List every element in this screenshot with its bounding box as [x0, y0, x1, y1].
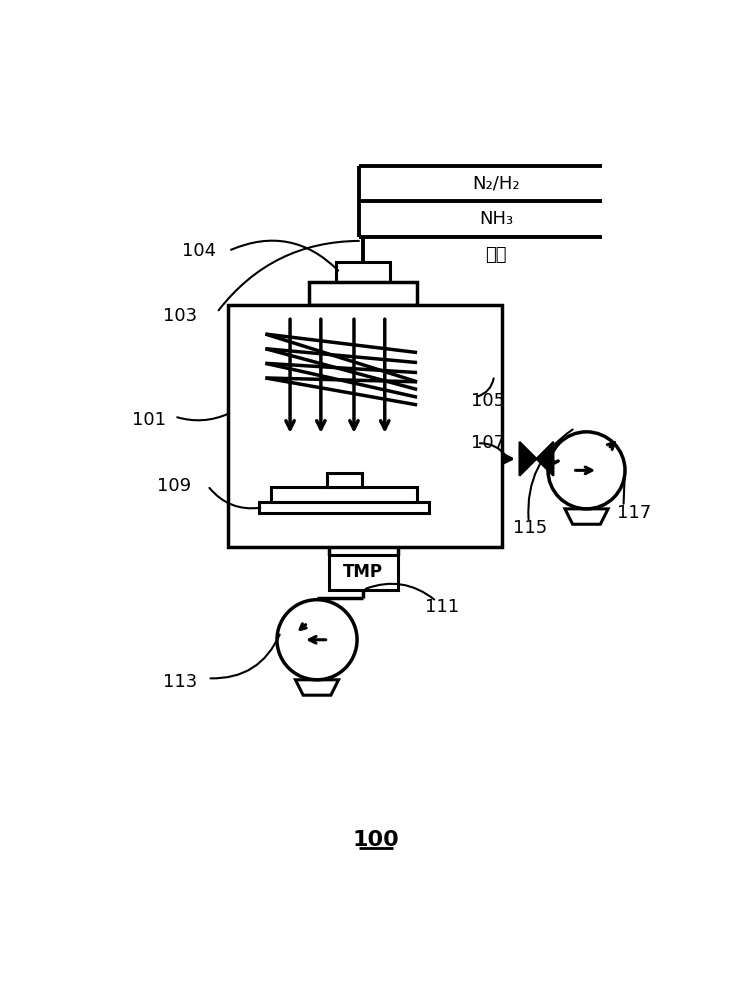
Text: 115: 115 [513, 519, 548, 537]
Text: 100: 100 [353, 830, 400, 850]
Bar [329, 555, 398, 590]
Bar [270, 487, 417, 502]
Text: 111: 111 [425, 598, 459, 616]
Text: 109: 109 [157, 477, 191, 495]
Text: NH₃: NH₃ [479, 210, 513, 228]
Bar [337, 262, 390, 282]
Text: 105: 105 [471, 392, 505, 410]
Text: 113: 113 [163, 673, 197, 691]
Text: 107: 107 [471, 434, 505, 452]
Bar [309, 282, 417, 305]
Text: N₂/H₂: N₂/H₂ [472, 175, 520, 193]
Text: TMP: TMP [343, 563, 383, 581]
Text: 101: 101 [132, 411, 166, 429]
Text: 前体: 前体 [485, 246, 507, 264]
Polygon shape [537, 442, 553, 476]
Text: 117: 117 [617, 504, 651, 522]
Text: 103: 103 [163, 307, 197, 325]
Bar [259, 502, 429, 513]
Bar [327, 473, 362, 487]
Text: 104: 104 [182, 242, 216, 260]
Polygon shape [520, 442, 537, 476]
Bar [229, 305, 502, 547]
